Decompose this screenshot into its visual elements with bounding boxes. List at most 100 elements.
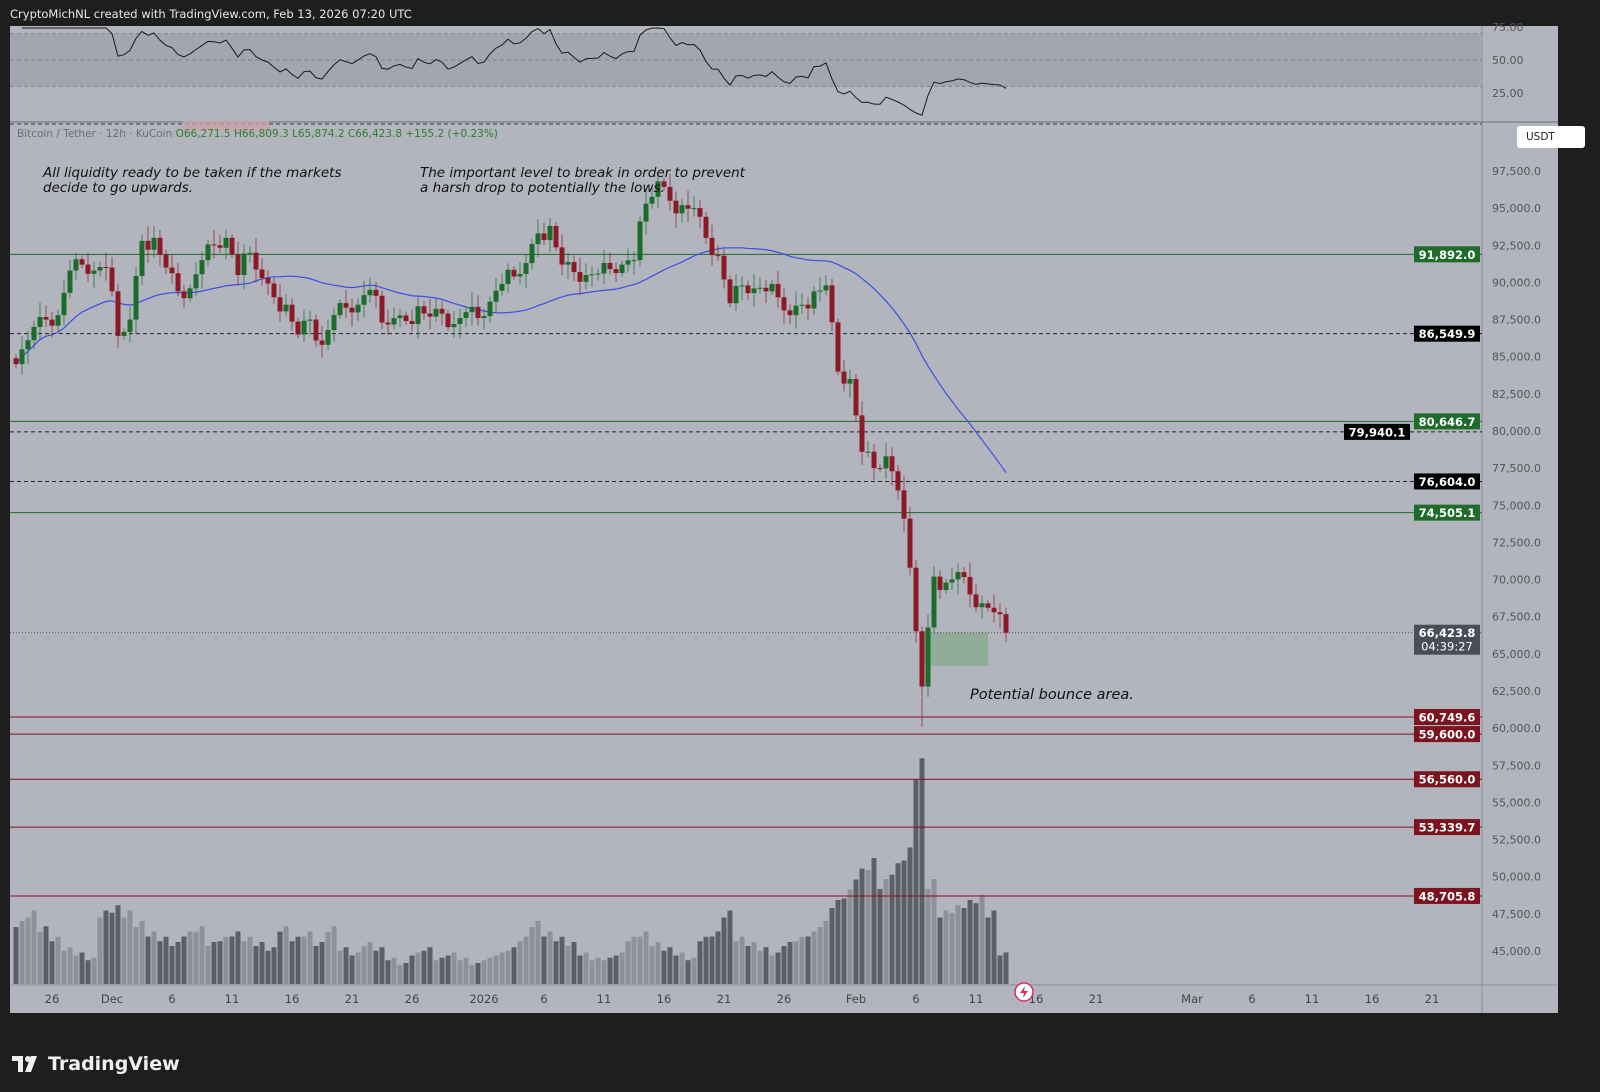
price-tick-label: 67,500.0 [1492,611,1541,624]
candle-body [889,456,895,472]
candle-body [283,304,289,312]
candle-body [937,576,943,590]
level-price-badge [1414,246,1480,263]
level-price-badge [1414,504,1480,521]
candle-body [847,378,853,384]
candle-body [25,340,31,350]
volume-bar [559,936,565,984]
candle-body [43,317,49,320]
volume-bar [625,941,631,984]
level-price-label: 91,892.0 [1419,248,1476,262]
candle-body [91,270,97,274]
volume-bar [715,931,721,984]
volume-bar [679,952,685,984]
volume-bar [919,758,925,984]
candle-body [601,262,607,274]
volume-bar [241,941,247,984]
price-tick-label: 82,500.0 [1492,388,1541,401]
volume-bar [709,936,715,984]
symbol-name[interactable]: Bitcoin / Tether · 12h · KuCoin [17,128,173,140]
symbol-legend: Bitcoin / Tether · 12h · KuCoin O66,271.… [17,128,498,140]
volume-bar [229,936,235,984]
volume-bar [25,917,31,984]
last-price-badge [1414,624,1480,655]
candle-body [853,378,859,416]
volume-bar [619,952,625,984]
volume-bar [253,946,259,984]
candle-body [415,306,421,325]
volume-bar [793,941,799,984]
time-tick-label: 16 [657,992,672,1006]
ohlc-open: O66,271.5 [175,128,231,140]
volume-bar [85,960,91,984]
volume-bar [655,942,661,984]
volume-bar [421,950,427,984]
candle-body [835,322,841,372]
candle-body [997,612,1003,615]
time-tick-label: 2026 [469,992,498,1006]
volume-bar [673,955,679,984]
annotation-liquidity[interactable]: All liquidity ready to be taken if the m… [43,165,342,196]
candle-body [799,304,805,306]
candle-body [169,267,175,274]
tradingview-logo-icon [12,1056,37,1072]
volume-bar [937,917,943,984]
candle-body [367,289,373,296]
annotation-bounce[interactable]: Potential bounce area. [970,687,1134,703]
volume-bar [379,947,385,984]
time-tick-label: 21 [345,992,360,1006]
volume-bar [385,960,391,984]
volume-bar [31,910,37,984]
volume-bar [865,870,871,984]
candle-body [331,315,337,330]
candle-body [349,307,355,313]
level-price-badge [1414,325,1480,342]
price-tick-label: 87,500.0 [1492,314,1541,327]
volume-bar [661,950,667,984]
volume-bar [871,858,877,984]
volume-bar [397,965,403,984]
price-tick-label: 80,000.0 [1492,425,1541,438]
volume-bar [583,952,589,984]
volume-bar [19,921,25,984]
candle-body [751,288,757,294]
last-price-label: 66,423.8 [1419,626,1476,640]
time-tick-label: 6 [168,992,175,1006]
candle-body [475,306,481,319]
volume-bar [475,963,481,984]
time-tick-label: 21 [1425,992,1440,1006]
volume-bar [979,894,985,984]
lightning-icon[interactable] [1014,982,1034,1002]
candle-body [715,255,721,257]
candle-body [13,358,19,365]
volume-bar [295,936,301,984]
currency-button[interactable]: USDT [1517,126,1585,148]
volume-bar [235,931,241,984]
volume-bar [799,936,805,984]
candle-body [577,272,583,282]
candle-body [955,572,961,580]
candle-body [73,259,79,271]
candle-body [487,301,493,317]
candle-body [433,308,439,317]
volume-bar [391,957,397,984]
volume-bar [607,957,613,984]
level-price-badge [1344,423,1410,440]
candle-body [295,321,301,335]
tradingview-logo[interactable]: TradingView [12,1053,180,1075]
candle-body [535,233,541,245]
volume-bar [157,941,163,984]
volume-bar [403,963,409,984]
candle-body [409,321,415,325]
volume-bar [55,936,61,984]
volume-bar [217,941,223,984]
volume-bar [745,946,751,984]
time-tick-label: 6 [1248,992,1255,1006]
volume-bar [859,868,865,984]
volume-bar [1003,952,1009,984]
candle-body [721,255,727,280]
annotation-important-level[interactable]: The important level to break in order to… [420,165,745,196]
candle-body [925,627,931,687]
volume-bar [721,917,727,984]
